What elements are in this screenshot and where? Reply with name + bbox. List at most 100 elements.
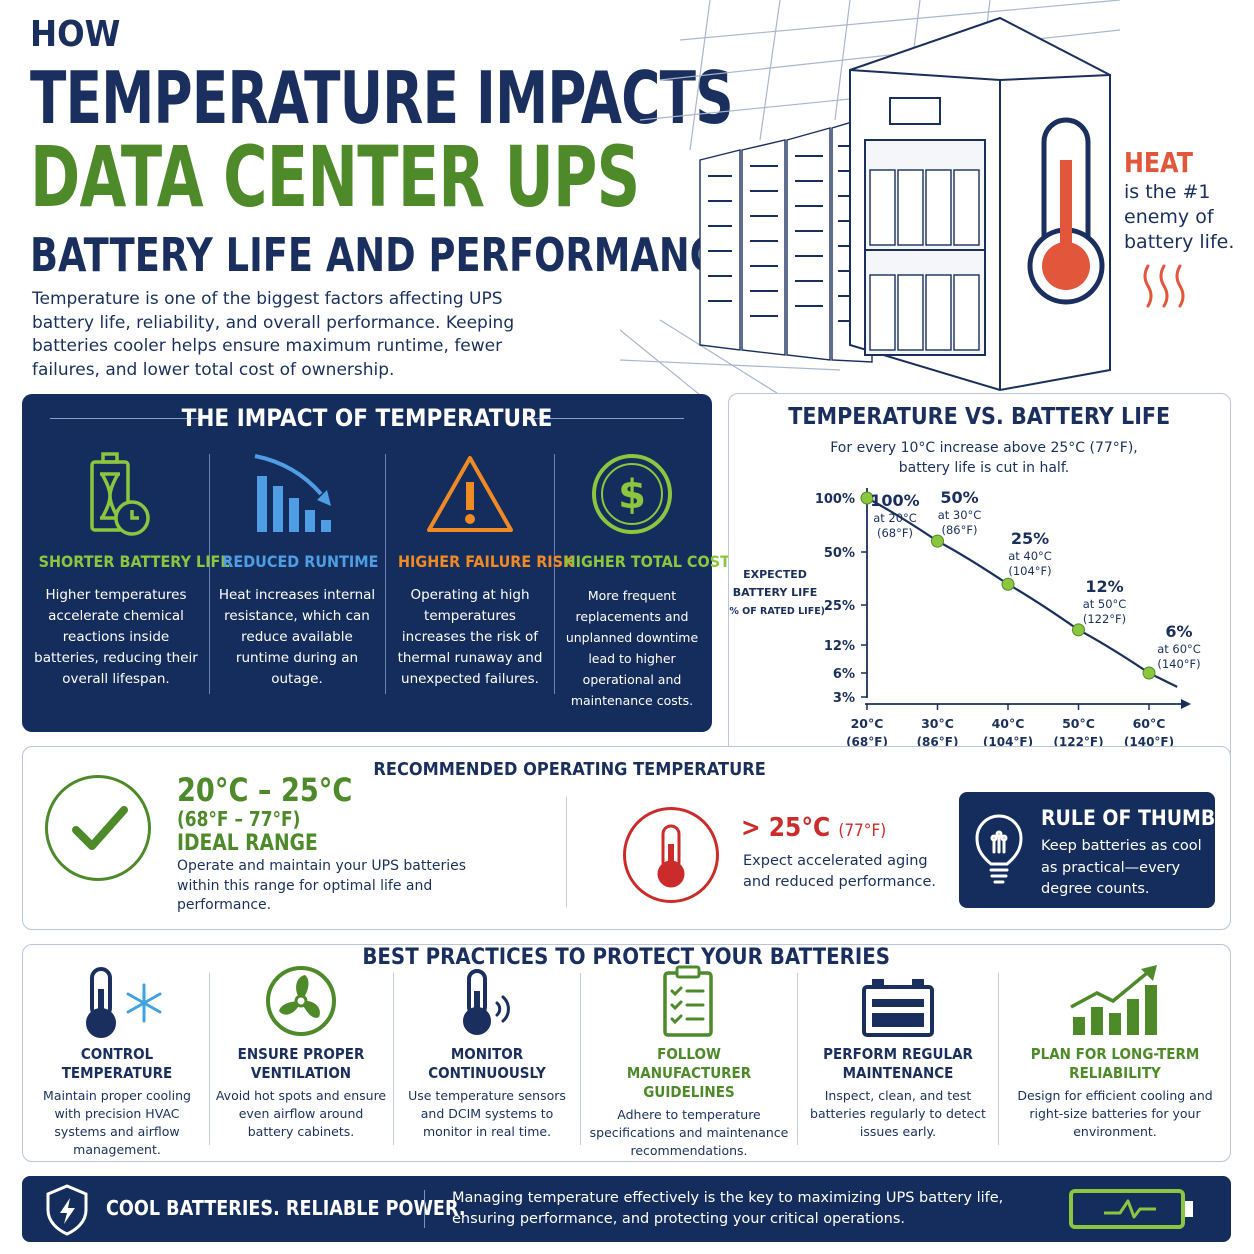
chart-plot: 100% 50% 25% 12% 6% 3% EXPECTED BATTERY LIFE (% …	[729, 488, 1201, 771]
x-axis-arrow	[1181, 699, 1191, 709]
x-tick-sublabel: (104°F)	[983, 735, 1033, 749]
dollar-coin-icon: $	[592, 454, 672, 534]
y-axis-label: (% OF RATED LIFE)	[729, 606, 825, 617]
impact-item-failure-risk: HIGHER FAILURE RISK Operating at high te…	[390, 446, 575, 706]
impact-title: THE IMPACT OF TEMPERATURE	[181, 404, 553, 432]
impact-item-title: REDUCED RUNTIME	[222, 552, 379, 571]
chart-panel: TEMPERATURE VS. BATTERY LIFE For every 1…	[728, 393, 1231, 771]
impact-item-text: Heat increases internal resistance, whic…	[218, 587, 376, 687]
impact-item-title: SHORTER BATTERY LIFE	[38, 552, 231, 571]
practice-title: PERFORM REGULAR MAINTENANCE	[823, 1045, 973, 1082]
y-axis-label: EXPECTED	[743, 568, 807, 581]
warning-triangle-icon	[427, 456, 513, 532]
chart-subtitle: For every 10°C increase above 25°C (77°F…	[830, 440, 1138, 476]
data-point	[860, 491, 874, 505]
footer-banner: COOL BATTERIES. RELIABLE POWER. Managing…	[22, 1176, 1231, 1242]
y-tick-label: 6%	[833, 667, 855, 682]
data-label: 6%	[1165, 622, 1192, 641]
practice-text: Use temperature sensors and DCIM systems…	[408, 1088, 566, 1139]
x-tick-sublabel: (86°F)	[917, 735, 959, 749]
title-line-battery-life: BATTERY LIFE AND PERFORMANCE	[30, 228, 742, 282]
rule-of-thumb-box: RULE OF THUMB Keep batteries as cool as …	[959, 792, 1215, 908]
impact-item-title: HIGHER TOTAL COST	[563, 552, 730, 571]
x-tick-sublabel: (68°F)	[846, 735, 888, 749]
data-sublabel: at 20°C	[873, 511, 917, 525]
rule-of-thumb-title: RULE OF THUMB	[1041, 806, 1216, 830]
battery-hourglass-icon	[90, 452, 150, 536]
recommended-divider	[566, 797, 567, 907]
fan-icon	[266, 966, 336, 1036]
data-point	[1001, 577, 1015, 591]
heat-callout-text: is the #1 enemy of battery life.	[1124, 181, 1235, 253]
y-tick-label: 3%	[833, 691, 855, 706]
practice-text: Avoid hot spots and ensure even airflow …	[215, 1088, 387, 1139]
over-temperature-label: > 25°C (77°F)	[741, 813, 887, 843]
data-sublabel: at 50°C	[1083, 597, 1127, 611]
data-point	[931, 534, 944, 548]
best-practices-panel: BEST PRACTICES TO PROTECT YOUR BATTERIES…	[22, 944, 1231, 1162]
practice-title: FOLLOW MANUFACTURER GUIDELINES	[626, 1045, 752, 1101]
data-sublabel-f: (104°F)	[1008, 564, 1051, 578]
y-axis-label: BATTERY LIFE	[733, 586, 818, 599]
y-tick-label: 50%	[824, 546, 855, 561]
declining-bars-icon	[254, 454, 331, 532]
data-sublabel-f: (122°F)	[1083, 612, 1126, 626]
ideal-range-label: IDEAL RANGE	[177, 831, 318, 856]
over-temperature-description: Expect accelerated aging and reduced per…	[743, 853, 937, 890]
data-label: 100%	[870, 491, 919, 510]
impact-item-text: More frequent replacements and unplanned…	[565, 588, 699, 708]
practice-title: PLAN FOR LONG-TERM RELIABILITY	[1030, 1045, 1200, 1082]
data-sublabel-f: (86°F)	[942, 523, 978, 537]
practice-title: CONTROL TEMPERATURE	[61, 1045, 173, 1082]
practice-text: Maintain proper cooling with precision H…	[43, 1088, 191, 1157]
practice-manufacturer-guidelines: FOLLOW MANUFACTURER GUIDELINES Adhere to…	[585, 961, 793, 1160]
data-sublabel: at 60°C	[1157, 642, 1201, 656]
practice-control-temperature: CONTROL TEMPERATURE Maintain proper cool…	[29, 961, 205, 1159]
impact-item-total-cost: $ HIGHER TOTAL COST More frequent replac…	[556, 446, 730, 708]
large-thermometer-icon	[1027, 117, 1105, 305]
data-label: 12%	[1085, 577, 1123, 596]
y-tick-label: 25%	[824, 599, 855, 614]
ideal-range-celsius: 20°C – 25°C	[177, 771, 353, 809]
battery-icon	[862, 979, 934, 1037]
shield-bolt-icon	[46, 1184, 88, 1236]
x-tick-sublabel: (140°F)	[1124, 735, 1174, 749]
chart-title: TEMPERATURE VS. BATTERY LIFE	[788, 404, 1171, 430]
practice-long-term-reliability: PLAN FOR LONG-TERM RELIABILITY Design fo…	[1005, 961, 1225, 1141]
impact-item-text: Operating at high temperatures increases…	[397, 587, 543, 687]
x-tick-label: 60°C	[1133, 716, 1166, 731]
heat-waves-icon	[1143, 264, 1185, 308]
checkmark-circle-icon	[45, 775, 151, 881]
clipboard-checklist-icon	[663, 965, 713, 1037]
data-sublabel: at 30°C	[938, 508, 982, 522]
practice-regular-maintenance: PERFORM REGULAR MAINTENANCE Inspect, cle…	[803, 961, 993, 1141]
practice-text: Inspect, clean, and test batteries regul…	[810, 1088, 986, 1139]
lightbulb-icon	[975, 814, 1023, 884]
x-tick-sublabel: (122°F)	[1053, 735, 1103, 749]
x-tick-label: 20°C	[851, 716, 884, 731]
title-line-temperature-impacts: TEMPERATURE IMPACTS	[30, 56, 734, 140]
data-sublabel-f: (140°F)	[1157, 657, 1200, 671]
x-tick-label: 40°C	[992, 716, 1025, 731]
hot-thermometer-icon	[623, 807, 719, 903]
practice-ventilation: ENSURE PROPER VENTILATION Avoid hot spot…	[215, 961, 387, 1141]
impact-item-shorter-life: SHORTER BATTERY LIFE Higher temperatures…	[30, 446, 231, 706]
data-sublabel: at 40°C	[1008, 549, 1052, 563]
impact-item-title: HIGHER FAILURE RISK	[398, 552, 575, 571]
data-point	[1072, 623, 1085, 637]
impact-item-text: Higher temperatures accelerate chemical …	[34, 587, 198, 687]
title-line-data-center-ups: DATA CENTER UPS	[30, 128, 640, 226]
charged-battery-icon	[1069, 1189, 1193, 1229]
x-tick-label: 50°C	[1062, 716, 1095, 731]
footer-divider	[424, 1190, 425, 1228]
data-sublabel-f: (68°F)	[877, 526, 913, 540]
intro-paragraph: Temperature is one of the biggest factor…	[32, 289, 515, 380]
data-point	[1142, 666, 1156, 680]
practice-title: ENSURE PROPER VENTILATION	[237, 1045, 365, 1082]
data-label: 25%	[1011, 529, 1049, 548]
heat-callout-title: HEAT	[1124, 146, 1193, 179]
y-tick-label: 100%	[815, 492, 855, 507]
thermometer-snowflake-icon	[86, 967, 162, 1038]
ideal-range-fahrenheit: (68°F – 77°F)	[177, 807, 301, 831]
recommended-title: RECOMMENDED OPERATING TEMPERATURE	[368, 759, 772, 780]
